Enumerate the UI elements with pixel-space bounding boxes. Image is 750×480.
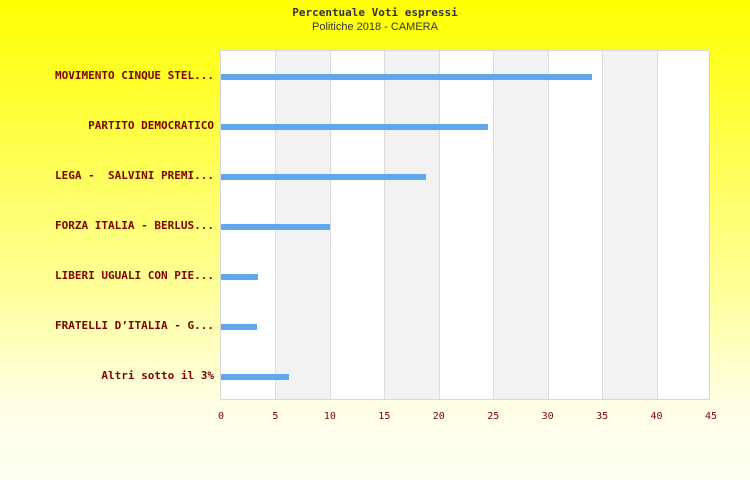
category-label: Altri sotto il 3% [101, 369, 214, 382]
bar[interactable] [221, 74, 593, 80]
x-tick-label: 10 [323, 411, 336, 422]
x-tick-label: 35 [596, 411, 609, 422]
category-label: LIBERI UGUALI CON PIE... [55, 269, 214, 282]
x-tick-label: 5 [272, 411, 279, 422]
x-tick-label: 40 [650, 411, 663, 422]
gridline [384, 51, 386, 399]
gridline [493, 51, 495, 399]
gridline [329, 51, 331, 399]
x-tick-label: 0 [217, 411, 225, 422]
bar[interactable] [221, 224, 330, 230]
x-tick-label: 45 [704, 411, 718, 422]
bar[interactable] [221, 124, 488, 130]
category-label: FRATELLI D’ITALIA - G... [55, 319, 214, 332]
category-label: MOVIMENTO CINQUE STEL... [55, 69, 214, 82]
bar[interactable] [221, 274, 259, 280]
x-tick-label: 20 [432, 411, 445, 422]
grid-band [493, 51, 548, 399]
x-tick-label: 30 [541, 411, 554, 422]
grid-band [602, 51, 657, 399]
x-tick-label: 15 [378, 411, 391, 422]
chart-title: Percentuale Voti espressi [292, 6, 458, 19]
gridline [547, 51, 549, 399]
bar[interactable] [221, 324, 257, 330]
gridline [602, 51, 604, 399]
x-tick-label: 25 [487, 411, 500, 422]
bar[interactable] [221, 174, 426, 180]
chart-subtitle: Politiche 2018 - CAMERA [312, 21, 438, 33]
category-label: FORZA ITALIA - BERLUS... [55, 219, 214, 232]
category-label: PARTITO DEMOCRATICO [88, 119, 214, 132]
plot-area [220, 50, 710, 400]
bar[interactable] [221, 374, 289, 380]
gridline [656, 51, 658, 399]
category-label: LEGA - SALVINI PREMI... [55, 169, 214, 182]
gridline [438, 51, 440, 399]
grid-band [384, 51, 439, 399]
